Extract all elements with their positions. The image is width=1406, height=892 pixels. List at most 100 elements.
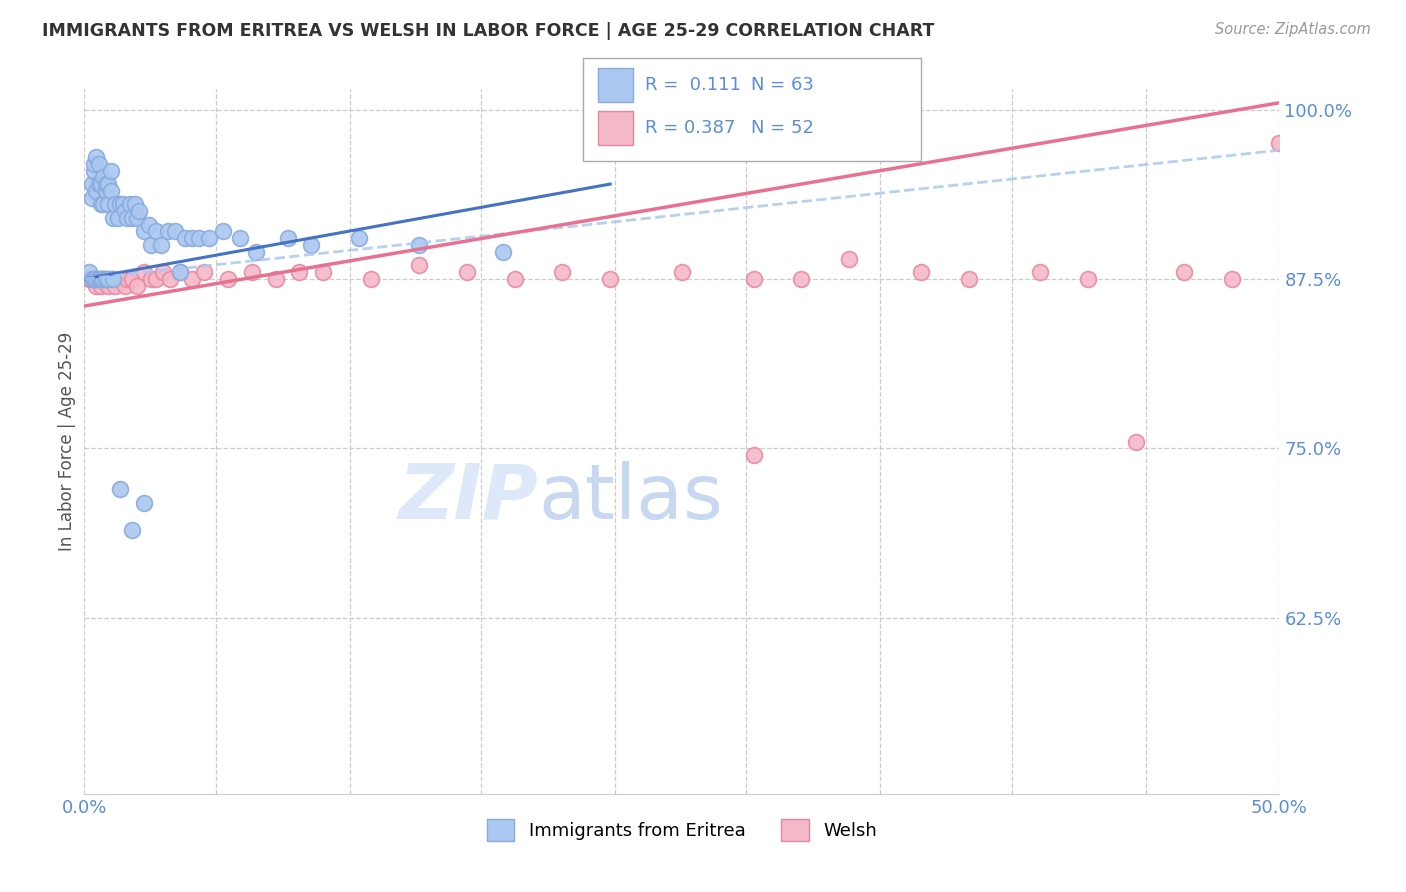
Text: Source: ZipAtlas.com: Source: ZipAtlas.com — [1215, 22, 1371, 37]
Point — [240, 265, 263, 279]
Point — [77, 265, 100, 279]
Point — [90, 272, 112, 286]
Point — [132, 265, 156, 279]
Point — [288, 265, 311, 279]
Point — [121, 523, 143, 537]
Point — [173, 231, 195, 245]
Point — [86, 272, 108, 286]
Point — [125, 211, 148, 225]
Point — [159, 272, 181, 286]
Point — [121, 272, 143, 286]
Point — [97, 197, 120, 211]
Point — [83, 272, 105, 286]
Point — [138, 218, 160, 232]
Point — [408, 258, 430, 272]
Text: N = 63: N = 63 — [751, 76, 814, 94]
Point — [93, 170, 115, 185]
Point — [100, 272, 122, 286]
Point — [169, 265, 191, 279]
Point — [94, 272, 117, 286]
Legend: Immigrants from Eritrea, Welsh: Immigrants from Eritrea, Welsh — [479, 812, 884, 848]
Point — [117, 272, 139, 286]
Point — [181, 272, 204, 286]
Point — [86, 278, 108, 293]
Point — [145, 225, 167, 239]
Point — [910, 265, 932, 279]
Point — [169, 265, 191, 279]
Point — [1173, 265, 1195, 279]
Point — [80, 177, 103, 191]
Point — [87, 157, 110, 171]
Point — [117, 211, 139, 225]
Point — [197, 231, 219, 245]
Text: IMMIGRANTS FROM ERITREA VS WELSH IN LABOR FORCE | AGE 25-29 CORRELATION CHART: IMMIGRANTS FROM ERITREA VS WELSH IN LABO… — [42, 22, 935, 40]
Point — [110, 482, 132, 496]
Point — [101, 211, 124, 225]
Point — [125, 278, 148, 293]
Point — [86, 150, 108, 164]
Point — [212, 225, 235, 239]
Point — [349, 231, 371, 245]
Point — [790, 272, 813, 286]
Point — [83, 157, 105, 171]
Point — [100, 163, 122, 178]
Point — [83, 272, 105, 286]
Point — [80, 272, 103, 286]
Point — [408, 238, 430, 252]
Point — [1125, 434, 1147, 449]
Point — [97, 177, 120, 191]
Point — [87, 272, 110, 286]
Point — [94, 184, 117, 198]
Point — [97, 272, 120, 286]
Point — [229, 231, 252, 245]
Point — [217, 272, 239, 286]
Point — [124, 197, 146, 211]
Point — [80, 272, 103, 286]
Point — [264, 272, 287, 286]
Point — [97, 278, 120, 293]
Point — [128, 204, 150, 219]
Point — [957, 272, 980, 286]
Point — [86, 272, 108, 286]
Point — [80, 191, 103, 205]
Point — [1220, 272, 1243, 286]
Point — [181, 231, 204, 245]
Point — [93, 272, 115, 286]
Point — [149, 238, 172, 252]
Text: R = 0.387: R = 0.387 — [645, 119, 735, 136]
Text: atlas: atlas — [538, 461, 723, 535]
Point — [90, 197, 112, 211]
Point — [111, 197, 134, 211]
Point — [132, 225, 156, 239]
Point — [100, 184, 122, 198]
Point — [90, 278, 112, 293]
Point — [114, 204, 136, 219]
Point — [87, 272, 110, 286]
Point — [132, 495, 156, 509]
Point — [110, 197, 132, 211]
Point — [360, 272, 382, 286]
Point — [94, 177, 117, 191]
Point — [157, 225, 180, 239]
Point — [104, 197, 127, 211]
Point — [838, 252, 860, 266]
Point — [277, 231, 299, 245]
Point — [503, 272, 526, 286]
Point — [121, 211, 143, 225]
Point — [193, 265, 215, 279]
Point — [110, 272, 132, 286]
Point — [152, 265, 174, 279]
Y-axis label: In Labor Force | Age 25-29: In Labor Force | Age 25-29 — [58, 332, 76, 551]
Point — [742, 448, 765, 462]
Text: ZIP: ZIP — [399, 461, 538, 535]
Point — [671, 265, 693, 279]
Point — [456, 265, 478, 279]
Point — [94, 272, 117, 286]
Point — [245, 244, 267, 259]
Point — [107, 211, 129, 225]
Point — [90, 177, 112, 191]
Point — [301, 238, 323, 252]
Point — [141, 238, 163, 252]
Point — [1268, 136, 1291, 151]
Point — [165, 225, 187, 239]
